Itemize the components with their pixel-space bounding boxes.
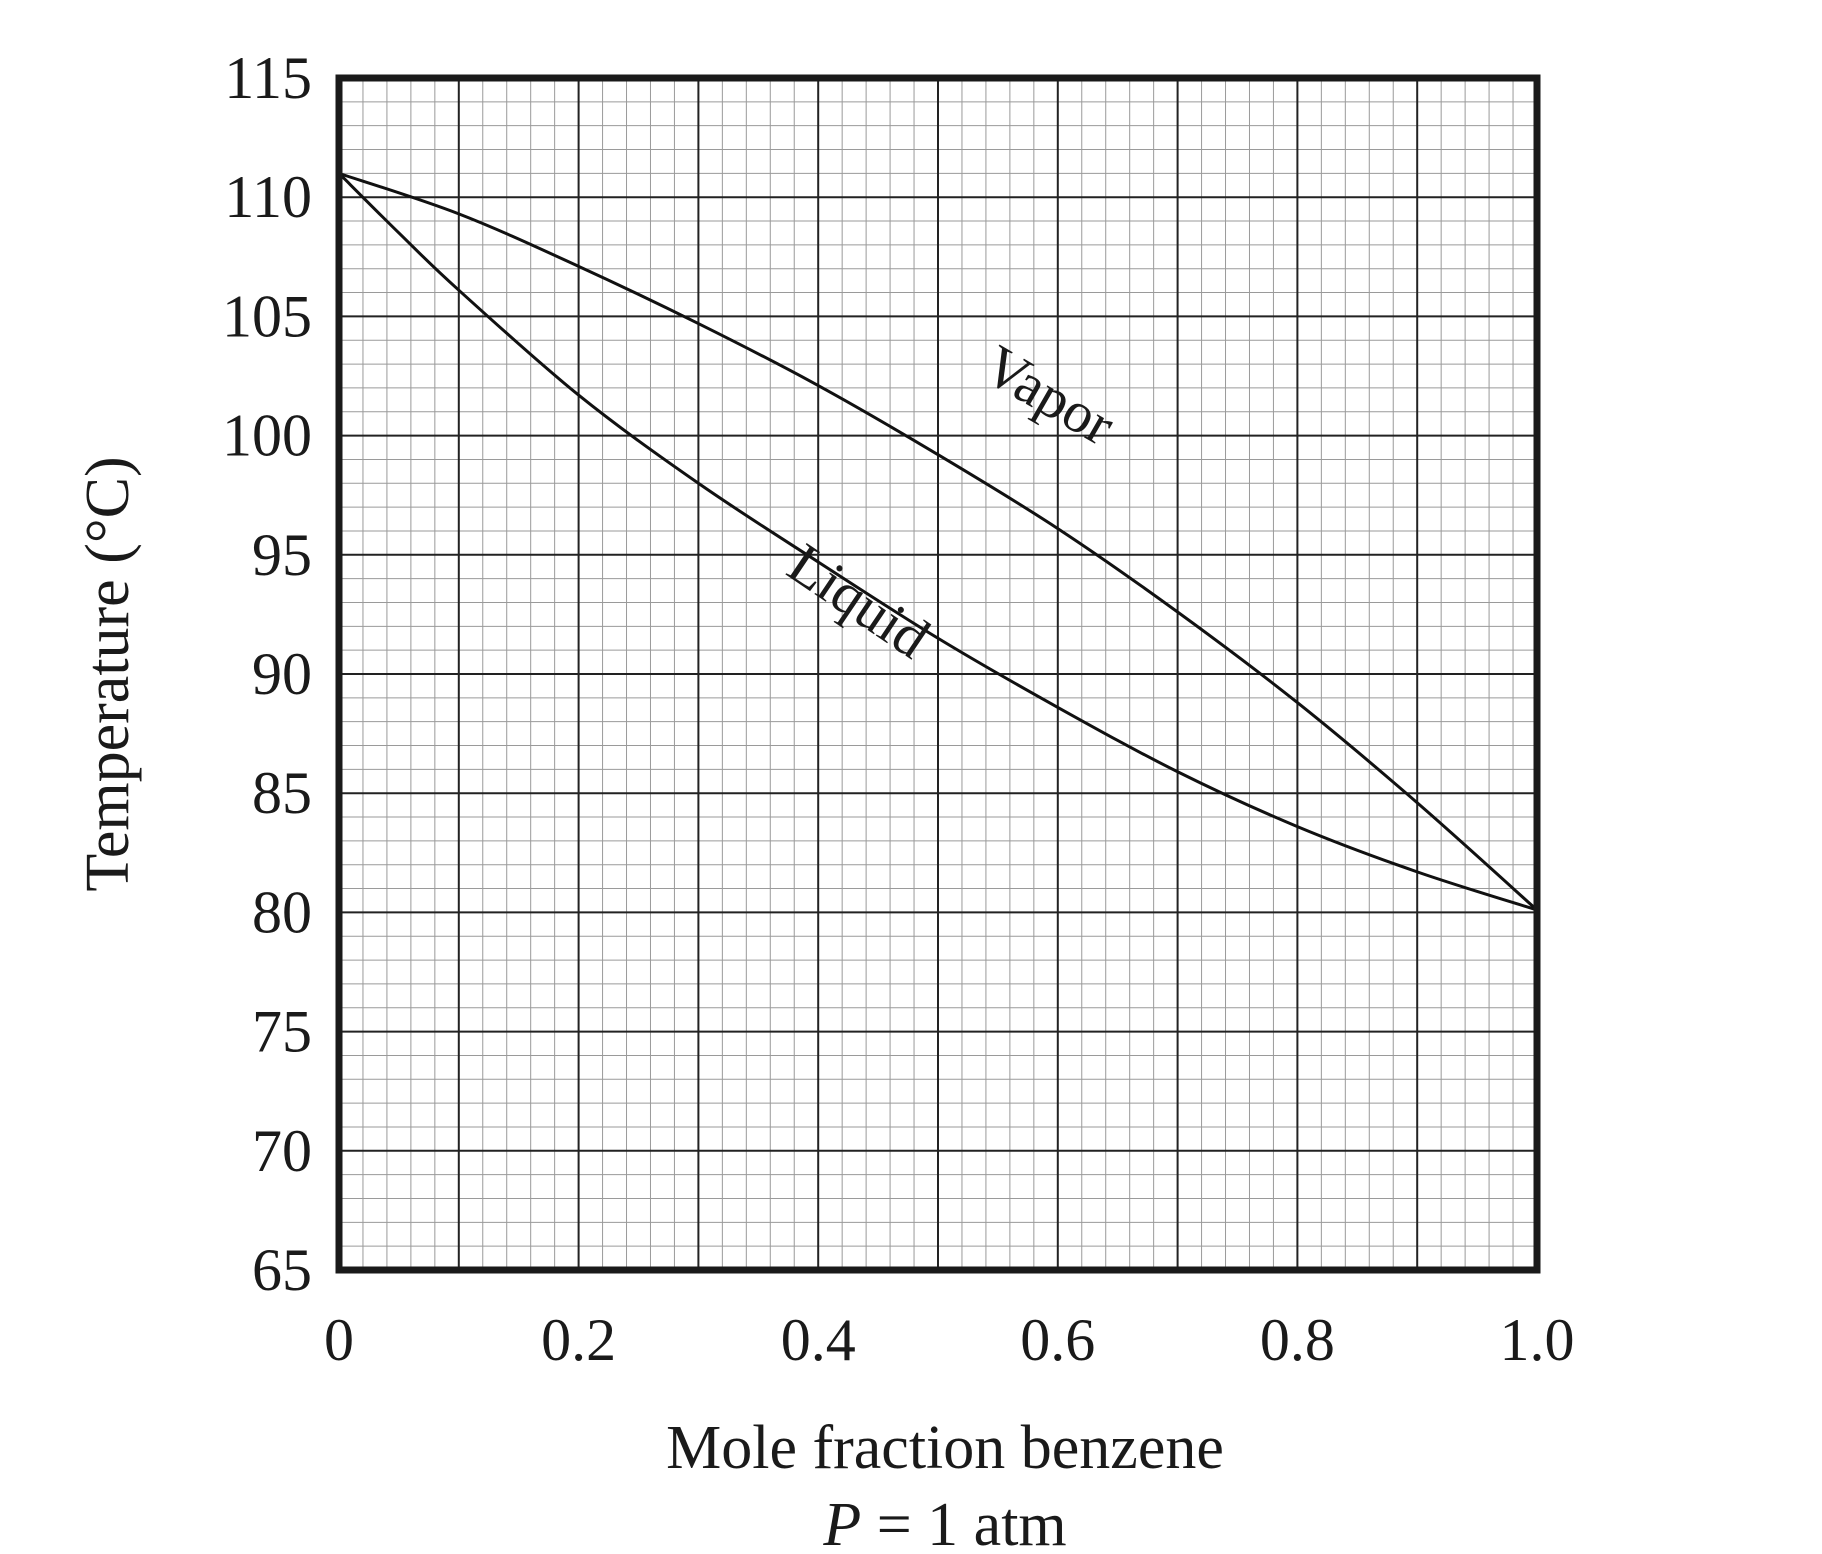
y-tick-label: 100 xyxy=(222,403,312,469)
x-tick-label: 0.6 xyxy=(1020,1307,1095,1373)
pressure-value: = 1 atm xyxy=(861,1491,1066,1554)
y-tick-label: 115 xyxy=(224,45,312,111)
curves xyxy=(337,171,1539,912)
x-axis-label: Mole fraction benzene xyxy=(666,1414,1224,1482)
liquid-curve xyxy=(337,172,1538,912)
y-tick-label: 80 xyxy=(252,879,312,945)
x-tick-label: 0.8 xyxy=(1260,1307,1335,1373)
y-tick-label: 105 xyxy=(222,283,312,349)
pressure-subtitle: P = 1 atm xyxy=(822,1491,1066,1554)
y-tick-label: 85 xyxy=(252,760,312,826)
y-axis-label: Temperature (°C) xyxy=(74,456,142,891)
plot-frame xyxy=(335,74,1541,1274)
x-tick-label: 0.4 xyxy=(781,1307,856,1373)
pressure-variable: P xyxy=(822,1491,861,1554)
vapor-curve xyxy=(338,171,1539,912)
x-tick-label: 1.0 xyxy=(1500,1307,1575,1373)
y-tick-label: 90 xyxy=(252,641,312,707)
y-tick-labels: 65 70 75 80 85 90 95 100 105 110 115 xyxy=(222,45,312,1303)
y-tick-label: 75 xyxy=(252,999,312,1065)
y-tick-label: 95 xyxy=(252,522,312,588)
vapor-label: Vapor xyxy=(973,332,1125,458)
x-tick-label: 0.2 xyxy=(541,1307,616,1373)
x-tick-labels: 0 0.2 0.4 0.6 0.8 1.0 xyxy=(324,1307,1575,1373)
x-tick-label: 0 xyxy=(324,1307,354,1373)
y-tick-label: 65 xyxy=(252,1237,312,1303)
y-tick-label: 110 xyxy=(224,164,312,230)
major-grid xyxy=(338,77,1538,1271)
y-tick-label: 70 xyxy=(252,1118,312,1184)
